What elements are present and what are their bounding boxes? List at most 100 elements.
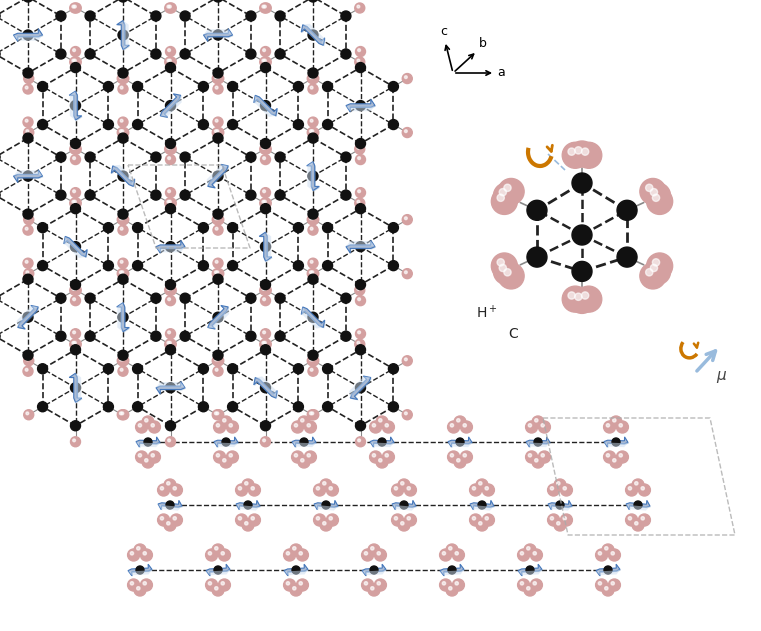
Circle shape [308, 366, 318, 376]
Circle shape [166, 57, 177, 67]
Circle shape [538, 451, 550, 463]
Circle shape [652, 259, 660, 266]
Circle shape [218, 549, 231, 561]
Circle shape [119, 130, 123, 133]
Circle shape [355, 155, 365, 165]
Circle shape [456, 438, 464, 446]
Circle shape [71, 280, 81, 290]
Polygon shape [209, 165, 229, 189]
Circle shape [165, 139, 176, 148]
Circle shape [645, 183, 670, 209]
Circle shape [308, 258, 318, 268]
Circle shape [341, 11, 351, 21]
Circle shape [388, 223, 399, 233]
Circle shape [310, 130, 312, 133]
Circle shape [497, 259, 505, 266]
Circle shape [528, 454, 532, 457]
Circle shape [492, 253, 517, 279]
Circle shape [121, 217, 124, 220]
Circle shape [451, 423, 454, 427]
Circle shape [261, 339, 271, 349]
Circle shape [355, 100, 365, 110]
Circle shape [527, 200, 547, 220]
Polygon shape [315, 502, 339, 510]
Circle shape [216, 358, 218, 361]
Circle shape [560, 514, 572, 526]
Circle shape [550, 517, 553, 520]
Circle shape [168, 146, 171, 149]
Circle shape [575, 147, 582, 154]
Polygon shape [303, 24, 324, 45]
Circle shape [541, 423, 544, 427]
Circle shape [382, 451, 394, 463]
Polygon shape [161, 95, 182, 117]
Polygon shape [208, 307, 229, 329]
Circle shape [37, 363, 48, 374]
Circle shape [310, 412, 312, 415]
Circle shape [310, 227, 313, 230]
Circle shape [170, 484, 183, 496]
Circle shape [400, 501, 408, 509]
Polygon shape [113, 167, 135, 187]
Polygon shape [14, 28, 43, 41]
Circle shape [228, 81, 237, 91]
Circle shape [212, 269, 222, 279]
Circle shape [165, 57, 175, 67]
Circle shape [533, 551, 537, 555]
Circle shape [218, 579, 231, 591]
Circle shape [260, 383, 270, 392]
Circle shape [151, 293, 161, 304]
Circle shape [263, 146, 266, 149]
Circle shape [25, 227, 28, 230]
Circle shape [455, 551, 458, 555]
Polygon shape [161, 95, 182, 118]
Circle shape [392, 484, 403, 496]
Circle shape [320, 479, 332, 491]
Circle shape [358, 439, 361, 442]
Circle shape [214, 566, 222, 574]
Circle shape [165, 100, 176, 110]
Circle shape [260, 57, 269, 67]
Circle shape [117, 74, 127, 83]
Polygon shape [293, 438, 317, 448]
Circle shape [275, 49, 285, 59]
Circle shape [286, 582, 290, 585]
Circle shape [132, 223, 142, 233]
Circle shape [214, 421, 225, 433]
Circle shape [290, 544, 302, 556]
Circle shape [151, 190, 161, 200]
Circle shape [355, 57, 365, 67]
Circle shape [23, 350, 33, 360]
Circle shape [355, 437, 365, 447]
Circle shape [135, 451, 148, 463]
Circle shape [71, 204, 81, 214]
Circle shape [71, 47, 81, 57]
Circle shape [73, 156, 75, 160]
Polygon shape [314, 500, 338, 510]
Circle shape [205, 579, 218, 591]
Circle shape [572, 261, 592, 281]
Polygon shape [596, 570, 620, 575]
Circle shape [145, 459, 148, 462]
Circle shape [260, 204, 270, 214]
Circle shape [632, 479, 644, 491]
Circle shape [596, 549, 607, 561]
Circle shape [242, 479, 254, 491]
Polygon shape [69, 374, 81, 402]
Circle shape [167, 59, 170, 62]
Circle shape [309, 356, 319, 366]
Polygon shape [370, 442, 394, 447]
Circle shape [647, 189, 673, 215]
Polygon shape [518, 570, 542, 575]
Circle shape [262, 5, 265, 8]
Circle shape [449, 587, 452, 590]
Circle shape [310, 86, 313, 89]
Circle shape [262, 59, 265, 62]
Circle shape [121, 271, 124, 274]
Circle shape [449, 546, 452, 550]
Polygon shape [301, 25, 325, 45]
Circle shape [158, 514, 170, 526]
Circle shape [213, 30, 223, 40]
Polygon shape [118, 304, 130, 333]
Polygon shape [301, 307, 323, 329]
